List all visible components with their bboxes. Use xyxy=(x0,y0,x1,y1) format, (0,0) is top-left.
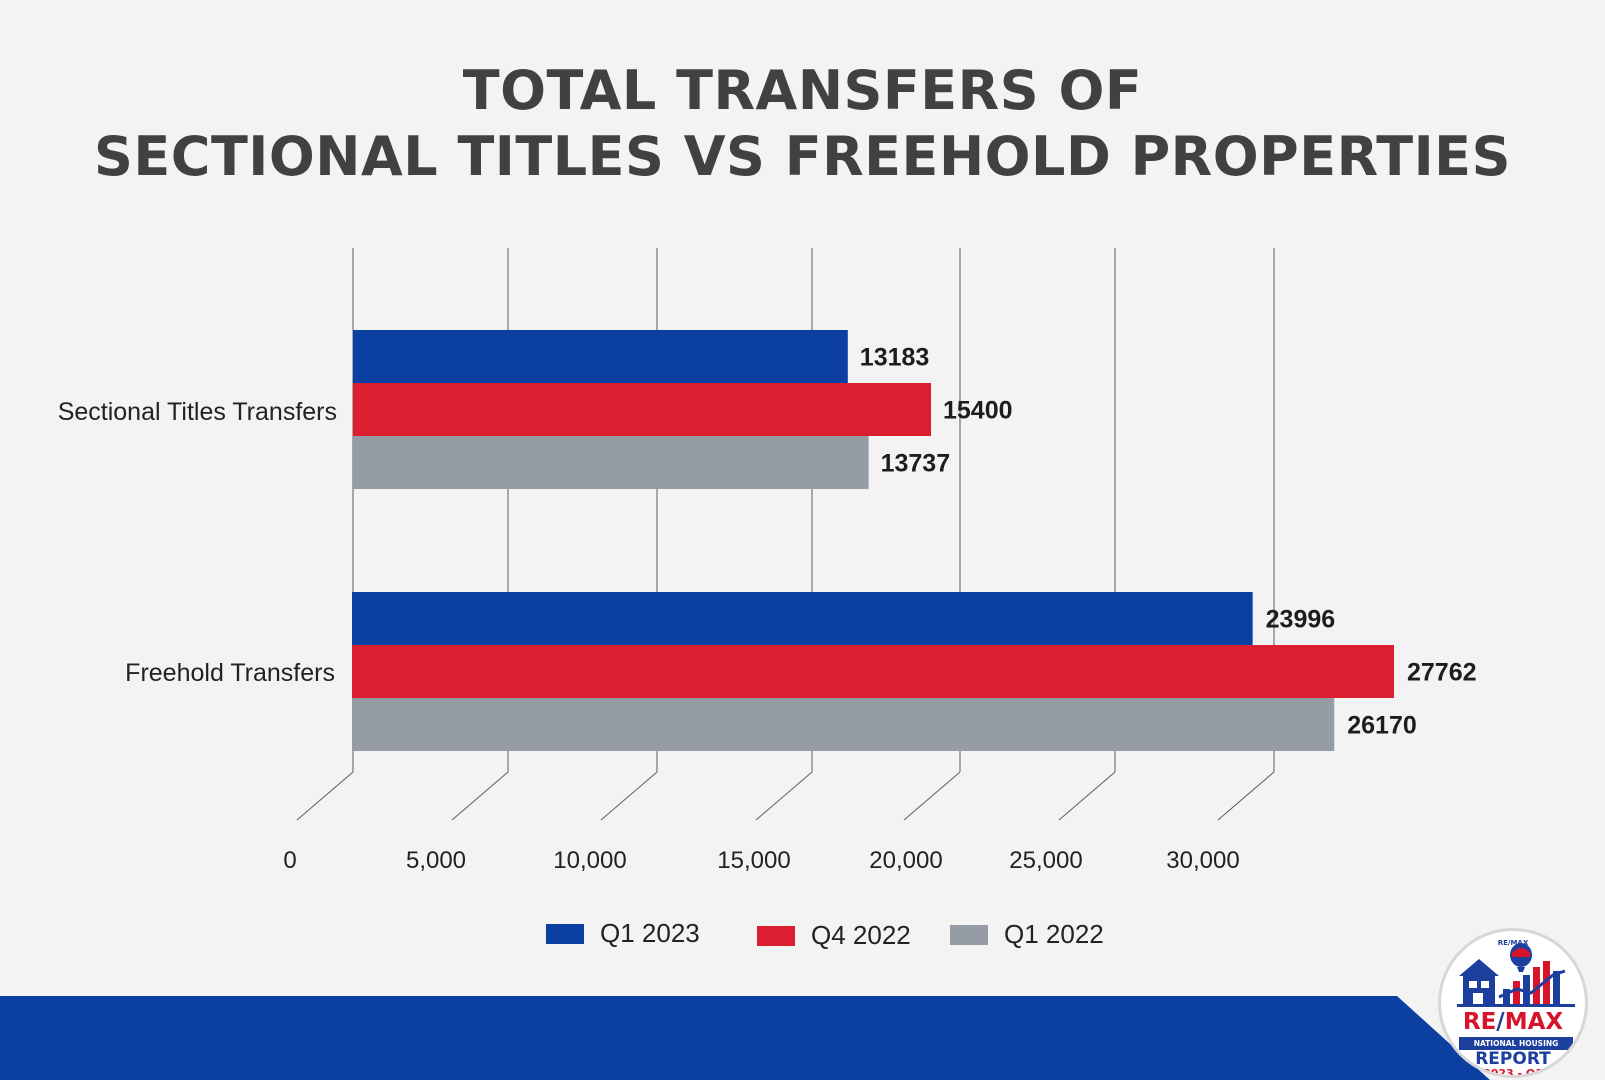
data-label: 23996 xyxy=(1266,606,1336,634)
footer-band xyxy=(0,996,1490,1080)
tick-label: 25,000 xyxy=(1009,847,1082,874)
legend-label: Q1 2022 xyxy=(1004,919,1104,949)
tick-label: 10,000 xyxy=(553,847,626,874)
bars xyxy=(352,330,1395,751)
data-label: 13183 xyxy=(860,344,930,372)
logo-brand-slash: / xyxy=(1496,1009,1505,1035)
logo-subtitle: NATIONAL HOUSING xyxy=(1459,1037,1573,1050)
tick-label: 5,000 xyxy=(406,847,466,874)
legend-label: Q4 2022 xyxy=(811,920,911,950)
data-label: 27762 xyxy=(1407,659,1477,687)
tick-label: 30,000 xyxy=(1166,847,1239,874)
logo-brand-re: RE xyxy=(1462,1009,1497,1035)
bar xyxy=(352,698,1335,751)
category-label: Sectional Titles Transfers xyxy=(58,398,337,426)
category-label: Freehold Transfers xyxy=(125,659,335,687)
chart-title: TOTAL TRANSFERS OF SECTIONAL TITLES VS F… xyxy=(0,58,1605,190)
bar xyxy=(353,330,848,383)
data-label: 15400 xyxy=(943,397,1013,425)
value-labels: 13183 15400 13737 23996 27762 26170 xyxy=(860,344,1477,740)
gridline-floor xyxy=(451,771,509,821)
tick-label: 20,000 xyxy=(869,847,942,874)
tick-label: 15,000 xyxy=(717,847,790,874)
legend-label: Q1 2023 xyxy=(600,918,700,948)
gridline-floor xyxy=(1217,771,1275,821)
bar xyxy=(353,436,869,489)
gridline-floor xyxy=(755,771,813,821)
chart-title-line-2: SECTIONAL TITLES VS FREEHOLD PROPERTIES xyxy=(94,125,1511,188)
legend: Q1 2023 Q4 2022 Q1 2022 xyxy=(0,918,1605,958)
data-label: 13737 xyxy=(881,450,951,478)
bar xyxy=(352,645,1395,698)
legend-item-q4-2022: Q4 2022 xyxy=(757,920,911,951)
category-labels: Sectional Titles Transfers Freehold Trans… xyxy=(58,398,337,687)
logo-report: REPORT xyxy=(1475,1049,1551,1069)
chart-title-line-1: TOTAL TRANSFERS OF xyxy=(462,59,1143,122)
tick-label: 0 xyxy=(283,847,296,874)
legend-item-q1-2023: Q1 2023 xyxy=(546,918,700,949)
logo-period: 2023 - Q1 xyxy=(1483,1067,1543,1078)
gridline-floor xyxy=(296,771,354,821)
bar xyxy=(353,383,932,436)
logo-brand: RE/MAX xyxy=(1441,1009,1585,1035)
gridline-floor xyxy=(1058,771,1116,821)
remax-report-logo: RE/MAX RE/MAX NATIONAL HOUSING REPORT 20… xyxy=(1438,928,1588,1078)
bar-chart: 13183 15400 13737 23996 27762 26170 Sectional… xyxy=(58,248,1477,874)
data-label: 26170 xyxy=(1347,712,1417,740)
bar xyxy=(352,592,1253,645)
gridline-floor xyxy=(903,771,961,821)
legend-swatch xyxy=(546,923,584,944)
logo-top-text: RE/MAX xyxy=(1497,939,1529,947)
legend-swatch xyxy=(757,925,795,946)
tick-labels: 0 5,000 10,000 15,000 20,000 25,000 30,000 xyxy=(283,847,1239,874)
legend-item-q1-2022: Q1 2022 xyxy=(950,919,1104,950)
gridline-floor xyxy=(600,771,658,821)
legend-swatch xyxy=(950,924,988,945)
house-graph-icon xyxy=(1457,943,1575,1007)
logo-brand-max: MAX xyxy=(1504,1009,1564,1035)
